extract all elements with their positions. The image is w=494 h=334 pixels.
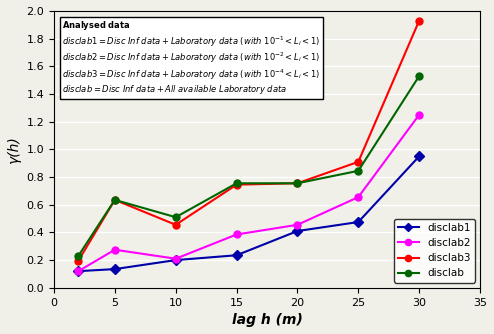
disclab3	[416, 19, 422, 23]
Line: disclab3: disclab3	[75, 17, 423, 264]
disclab3	[234, 183, 240, 187]
disclab2	[112, 248, 118, 252]
disclab3	[294, 181, 300, 185]
disclab1	[234, 253, 240, 257]
Text: $\bf{Analysed\ data}$
$\it{disclab1 = Disc\ Inf\ data + Laboratory\ data\ (with\: $\bf{Analysed\ data}$ $\it{disclab1 = Di…	[63, 19, 321, 97]
disclab1	[112, 267, 118, 271]
disclab1	[173, 258, 179, 262]
disclab	[76, 254, 82, 258]
disclab3	[355, 160, 361, 164]
disclab2	[416, 113, 422, 117]
disclab2	[76, 269, 82, 273]
disclab1	[355, 220, 361, 224]
disclab2	[355, 195, 361, 199]
disclab	[294, 181, 300, 185]
Line: disclab: disclab	[75, 72, 423, 260]
disclab	[173, 215, 179, 219]
disclab2	[234, 232, 240, 236]
Line: disclab2: disclab2	[75, 111, 423, 275]
disclab1	[294, 229, 300, 233]
disclab1	[76, 269, 82, 273]
Legend: disclab1, disclab2, disclab3, disclab: disclab1, disclab2, disclab3, disclab	[394, 219, 475, 283]
X-axis label: lag h (m): lag h (m)	[232, 313, 302, 327]
disclab2	[173, 257, 179, 261]
disclab3	[76, 259, 82, 263]
disclab	[234, 181, 240, 185]
disclab	[112, 198, 118, 202]
Line: disclab1: disclab1	[75, 153, 423, 275]
disclab3	[173, 223, 179, 227]
disclab3	[112, 198, 118, 202]
disclab2	[294, 223, 300, 227]
Y-axis label: γ(h): γ(h)	[7, 136, 21, 163]
disclab	[355, 169, 361, 173]
disclab	[416, 74, 422, 78]
disclab1	[416, 154, 422, 158]
